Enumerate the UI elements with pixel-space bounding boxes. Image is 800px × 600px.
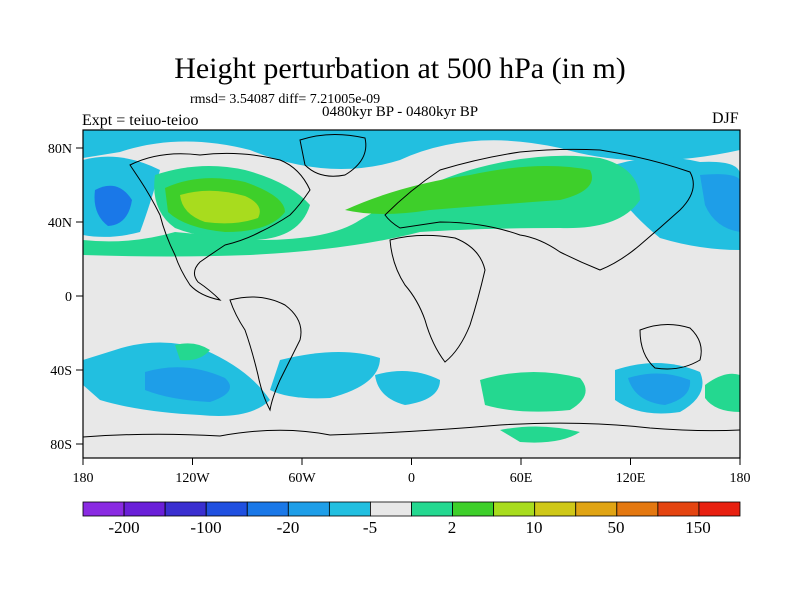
coast-antarctica bbox=[82, 422, 741, 438]
colorbar-box bbox=[575, 501, 618, 517]
coast-eurasia bbox=[384, 148, 694, 271]
colorbar-label: -20 bbox=[277, 518, 300, 537]
colorbar-boxes bbox=[82, 501, 741, 517]
positive-region-south-pacific bbox=[175, 343, 210, 361]
lon-label: 180 bbox=[730, 471, 751, 486]
colorbar-box bbox=[411, 501, 453, 517]
colorbar-label: 2 bbox=[448, 518, 457, 537]
coast-greenland bbox=[299, 133, 367, 177]
colorbar-label: -100 bbox=[190, 518, 221, 537]
lon-label: 0 bbox=[408, 471, 415, 486]
negative-core-australia-south bbox=[628, 373, 691, 405]
negative-core-pacific bbox=[94, 185, 132, 226]
negative-core-south-pacific bbox=[145, 367, 230, 402]
positive-mid-europe bbox=[345, 166, 592, 214]
colorbar-box bbox=[205, 501, 248, 517]
lat-label: 80N bbox=[48, 142, 72, 157]
field-shading bbox=[83, 130, 740, 443]
colorbar-box bbox=[493, 501, 536, 517]
colorbar-labels: -200 -100 -20 -5 2 10 50 150 bbox=[108, 518, 710, 537]
coast-africa bbox=[389, 234, 486, 363]
lon-label: 60E bbox=[510, 471, 533, 486]
colorbar-box bbox=[370, 501, 412, 517]
lat-label: 40S bbox=[50, 364, 72, 379]
coast-north-america bbox=[129, 152, 311, 301]
longitude-labels: 180 120W 60W 0 60E 120E 180 bbox=[73, 471, 751, 486]
colorbar-box bbox=[328, 501, 371, 517]
positive-region-southern-ocean bbox=[500, 426, 580, 443]
lon-label: 60W bbox=[288, 471, 316, 486]
latitude-labels: 80N 40N 0 40S 80S bbox=[48, 142, 72, 453]
positive-core-north-america bbox=[180, 190, 260, 224]
colorbar-box bbox=[287, 501, 330, 517]
coastlines bbox=[82, 133, 741, 438]
colorbar-box bbox=[698, 501, 741, 517]
colorbar-label: -5 bbox=[363, 518, 377, 537]
lat-label: 80S bbox=[50, 438, 72, 453]
negative-region-arctic bbox=[83, 130, 740, 169]
negative-core-east-asia bbox=[700, 174, 740, 232]
lon-label: 120W bbox=[175, 471, 210, 486]
negative-region-south-indian-west bbox=[375, 371, 440, 405]
colorbar-box bbox=[164, 501, 207, 517]
period-subtitle: 0480kyr BP - 0480kyr BP bbox=[322, 104, 479, 120]
colorbar-box bbox=[246, 501, 289, 517]
colorbar-box bbox=[123, 501, 166, 517]
colorbar-box bbox=[534, 501, 577, 517]
longitude-ticks bbox=[82, 458, 741, 465]
lat-label: 40N bbox=[48, 216, 72, 231]
experiment-label: Expt = teiuo-teioo bbox=[82, 112, 199, 129]
positive-region-south-indian bbox=[480, 371, 586, 412]
coast-south-america bbox=[229, 296, 302, 412]
lat-label: 0 bbox=[65, 290, 72, 305]
colorbar-label: 10 bbox=[526, 518, 543, 537]
latitude-ticks bbox=[76, 147, 83, 445]
negative-region-south-atlantic bbox=[270, 351, 380, 399]
colorbar-box bbox=[616, 501, 659, 517]
coast-australia bbox=[639, 324, 702, 370]
colorbar-label: 50 bbox=[608, 518, 625, 537]
plot-title: Height perturbation at 500 hPa (in m) bbox=[174, 52, 626, 85]
lon-label: 180 bbox=[73, 471, 94, 486]
colorbar-box bbox=[82, 501, 125, 517]
colorbar-label: -200 bbox=[108, 518, 139, 537]
colorbar-box bbox=[657, 501, 700, 517]
stats-subtitle: rmsd= 3.54087 diff= 7.21005e-09 bbox=[190, 92, 381, 107]
positive-region-tasman bbox=[705, 373, 740, 412]
lon-label: 120E bbox=[616, 471, 646, 486]
season-label: DJF bbox=[712, 110, 739, 127]
colorbar-label: 150 bbox=[685, 518, 711, 537]
colorbar-box bbox=[452, 501, 495, 517]
